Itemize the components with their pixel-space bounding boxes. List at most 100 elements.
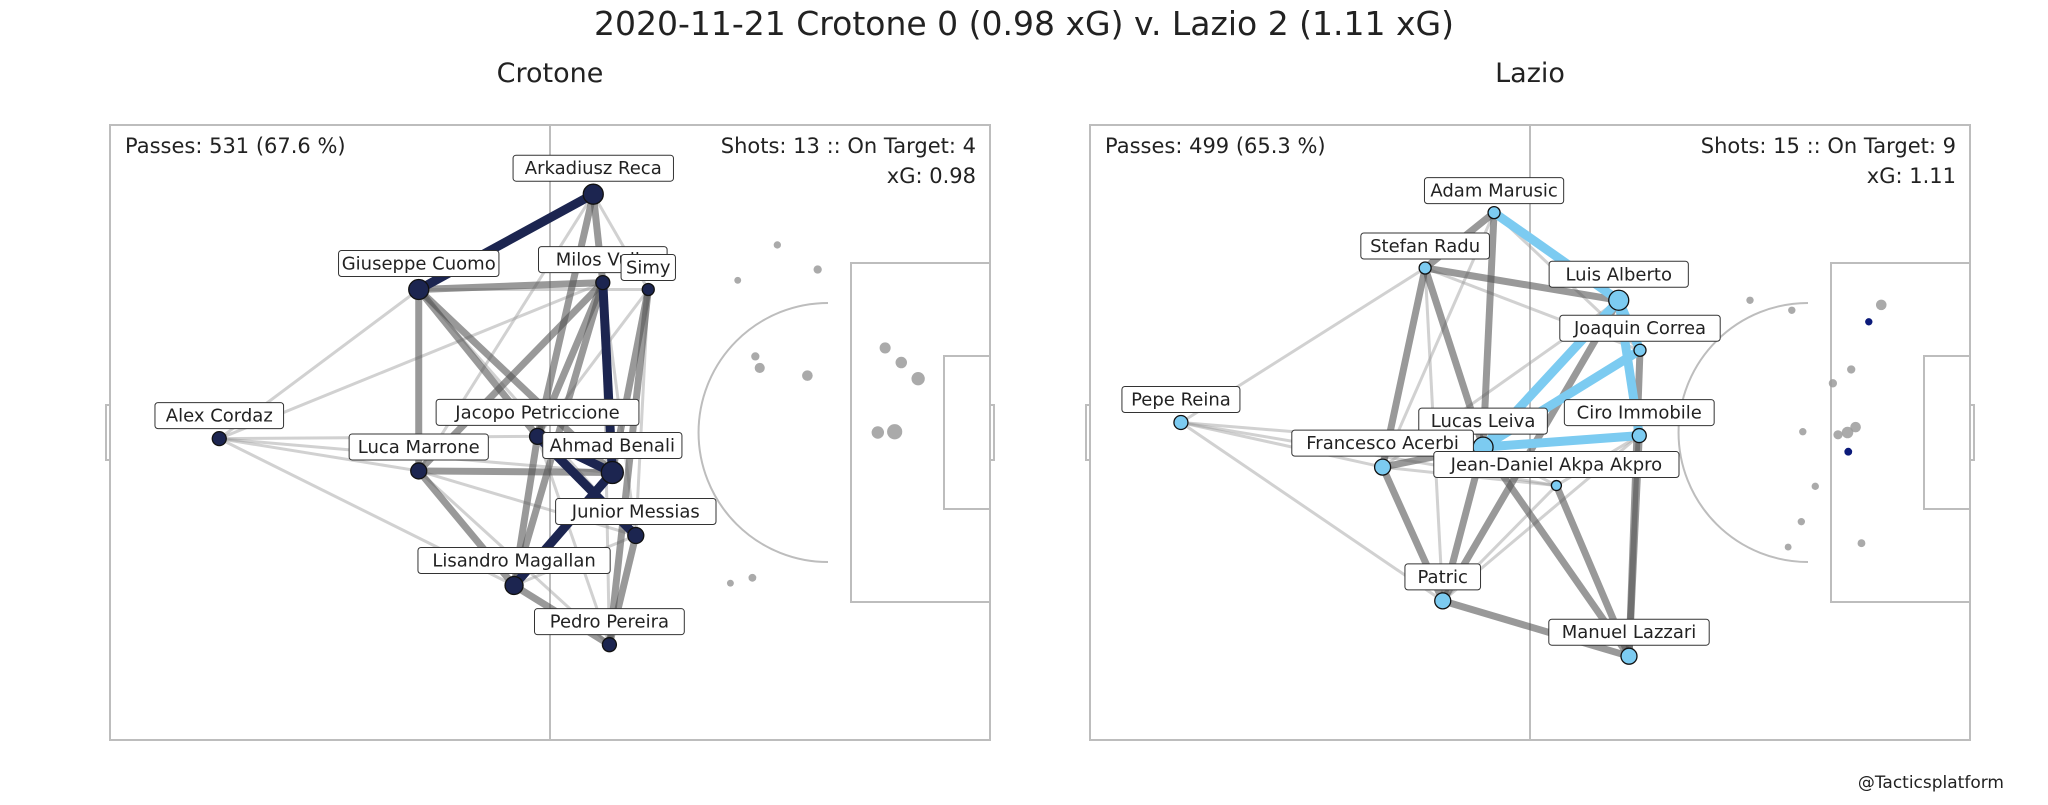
player-label-text: Francesco Acerbi — [1306, 433, 1459, 454]
player-label-text: Lucas Leiva — [1431, 411, 1536, 432]
shot-marker-8 — [911, 372, 925, 386]
shot-marker-5 — [895, 356, 908, 369]
player-nodes — [1173, 205, 1647, 665]
player-node-pepe-reina — [1173, 414, 1189, 431]
player-label-pedro-pereira: Pedro Pereira — [534, 608, 685, 636]
team-title-home: Crotone — [496, 58, 604, 89]
player-label-text: Luis Alberto — [1565, 264, 1672, 285]
shot-marker-14 — [1857, 539, 1866, 548]
shot-marker-2 — [813, 265, 822, 274]
shot-marker-9 — [751, 352, 760, 361]
player-label-box — [417, 546, 611, 574]
player-label-text: Pepe Reina — [1131, 390, 1231, 411]
player-label-luis-alberto: Luis Alberto — [1548, 260, 1689, 288]
player-label-text: Arkadiusz Reca — [525, 158, 662, 179]
player-label-text: Jean-Daniel Akpa Akpro — [1450, 455, 1663, 476]
player-node-pedro-pereira — [601, 637, 618, 653]
player-label-lucas-leiva: Lucas Leiva — [1418, 407, 1548, 435]
player-label-box — [1121, 386, 1241, 414]
player-node-ciro-immobile — [1631, 427, 1647, 444]
player-node-jean-daniel-akpa-akpro — [1550, 479, 1563, 492]
player-label-box — [1360, 232, 1490, 260]
light-link-alex-cordaz-luca-marrone — [219, 437, 419, 473]
medium-link-patric-luis-alberto — [1439, 298, 1622, 603]
team-title-away: Lazio — [1495, 58, 1565, 89]
player-node-giuseppe-cuomo — [408, 278, 430, 301]
player-label-luca-marrone: Luca Marrone — [348, 433, 489, 461]
six-yard-box — [943, 355, 991, 510]
player-node-alex-cordaz — [211, 430, 227, 447]
player-label-text: Manuel Lazzari — [1562, 622, 1697, 643]
player-node-luca-marrone — [410, 462, 428, 480]
player-label-box — [348, 433, 489, 461]
player-label-junior-messias: Junior Messias — [555, 498, 717, 526]
player-label-box — [534, 608, 685, 636]
player-label-box — [1548, 618, 1710, 646]
shot-marker-13 — [1797, 517, 1806, 526]
player-label-box — [338, 250, 500, 278]
player-node-manuel-lazzari — [1620, 647, 1638, 665]
shot-marker-9 — [1833, 430, 1843, 440]
player-label-text: Alex Cordaz — [166, 406, 273, 427]
player-label-text: Stefan Radu — [1370, 236, 1480, 257]
shot-marker-13 — [726, 579, 734, 587]
player-node-arkadiusz-reca — [582, 183, 604, 205]
player-node-stefan-radu — [1418, 261, 1432, 275]
player-label-patric: Patric — [1404, 563, 1482, 591]
player-label-text: Luca Marrone — [358, 437, 480, 458]
player-label-arkadiusz-reca: Arkadiusz Reca — [512, 154, 674, 182]
shot-markers — [1746, 296, 1887, 551]
shot-marker-3 — [734, 276, 742, 284]
shot-marker-10 — [1799, 428, 1807, 436]
player-label-text: Ahmad Benali — [550, 435, 675, 456]
player-label-text: Junior Messias — [571, 502, 700, 523]
player-label-text: Giuseppe Cuomo — [342, 254, 496, 275]
player-label-box — [555, 498, 717, 526]
medium-link-arkadiusz-reca-jacopo-petriccione — [534, 193, 597, 438]
shot-marker-1 — [773, 241, 782, 249]
player-label-box — [1418, 407, 1548, 435]
shot-marker-2 — [1865, 318, 1873, 326]
player-label-text: Adam Marusic — [1430, 181, 1557, 202]
shot-marker-6 — [754, 362, 765, 373]
player-label-stefan-radu: Stefan Radu — [1360, 232, 1490, 260]
player-node-adam-marusic — [1487, 205, 1501, 220]
shot-marker-1 — [1875, 299, 1887, 311]
player-label-jacopo-petriccione: Jacopo Petriccione — [435, 398, 640, 426]
player-label-box — [512, 154, 674, 182]
pitch-markings — [105, 124, 995, 741]
medium-link-patric-manuel-lazzari — [1441, 597, 1630, 660]
shot-marker-12 — [748, 573, 757, 582]
player-node-luis-alberto — [1608, 289, 1630, 311]
player-label-box — [1423, 177, 1565, 205]
player-label-text: Ciro Immobile — [1577, 403, 1702, 424]
player-label-box — [1433, 451, 1680, 479]
player-node-patric — [1434, 592, 1452, 610]
player-label-box — [542, 431, 683, 459]
player-label-box — [1548, 260, 1689, 288]
shot-markers — [726, 241, 925, 587]
penalty-arc — [697, 302, 829, 563]
player-label-ciro-immobile: Ciro Immobile — [1563, 399, 1715, 427]
player-label-box — [1559, 314, 1721, 342]
six-yard-box — [1923, 355, 1971, 510]
shot-marker-7 — [802, 370, 813, 381]
goal-left — [105, 404, 111, 461]
player-label-text: Patric — [1418, 567, 1468, 588]
shots-stat: Shots: 13 :: On Target: 4 — [721, 134, 976, 158]
shot-marker-11 — [871, 426, 885, 439]
goal-left — [1085, 404, 1091, 461]
player-label-box — [1404, 563, 1482, 591]
player-label-box — [620, 254, 676, 282]
shot-marker-5 — [1847, 365, 1856, 374]
player-label-pepe-reina: Pepe Reina — [1121, 386, 1241, 414]
passes-stat: Passes: 499 (65.3 %) — [1105, 134, 1326, 158]
shot-marker-11 — [1844, 447, 1853, 456]
player-label-simy: Simy — [620, 254, 676, 282]
player-labels: Adam Marusic Stefan Radu Luis Alberto Joaqu… — [1121, 177, 1721, 646]
player-label-text: Lisandro Magallan — [432, 550, 595, 571]
medium-link-simy-pedro-pereira — [605, 289, 652, 646]
player-label-box — [435, 398, 640, 426]
player-label-box — [1563, 399, 1715, 427]
shot-marker-10 — [887, 424, 903, 440]
